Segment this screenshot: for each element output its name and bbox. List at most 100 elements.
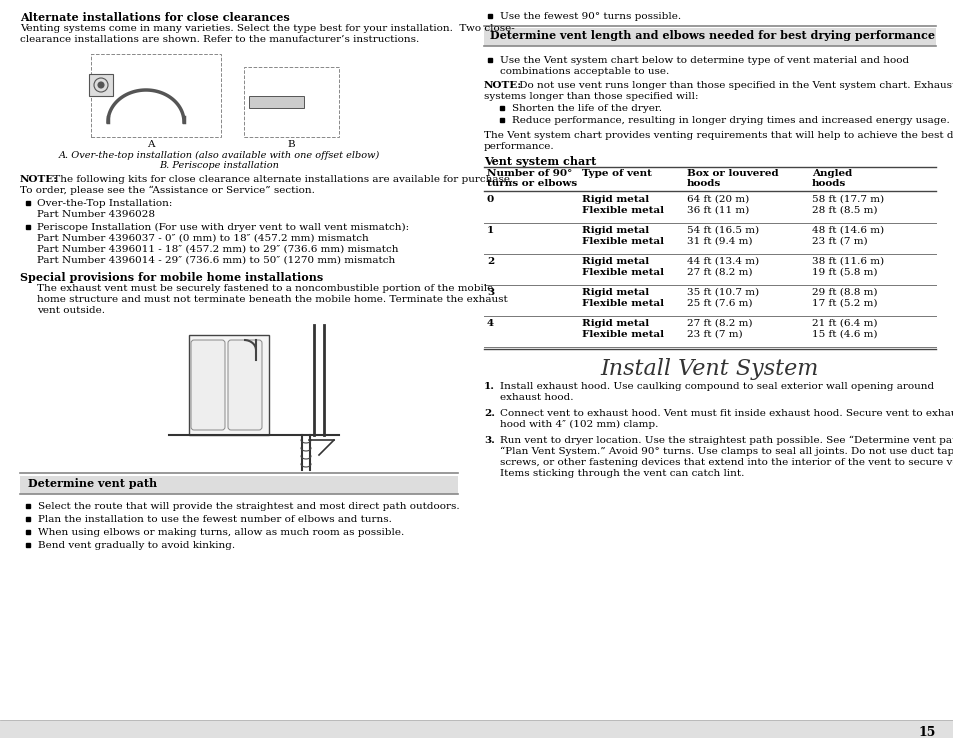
Text: Type of vent: Type of vent (581, 169, 651, 178)
Text: Venting systems come in many varieties. Select the type best for your installati: Venting systems come in many varieties. … (20, 24, 515, 33)
Text: Items sticking through the vent can catch lint.: Items sticking through the vent can catc… (499, 469, 743, 478)
Text: Rigid metal: Rigid metal (581, 195, 648, 204)
Text: Alternate installations for close clearances: Alternate installations for close cleara… (20, 12, 290, 23)
Text: The following kits for close clearance alternate installations are available for: The following kits for close clearance a… (50, 175, 513, 184)
Text: B. Periscope installation: B. Periscope installation (159, 161, 278, 170)
Text: 28 ft (8.5 m): 28 ft (8.5 m) (811, 206, 877, 215)
Text: 27 ft (8.2 m): 27 ft (8.2 m) (686, 319, 752, 328)
Text: 23 ft (7 m): 23 ft (7 m) (811, 237, 866, 246)
Bar (20, 476, 457, 494)
Text: The exhaust vent must be securely fastened to a noncombustible portion of the mo: The exhaust vent must be securely fasten… (37, 284, 493, 293)
Bar (91, 54, 221, 137)
Text: A. Over-the-top installation (also available with one offset elbow): A. Over-the-top installation (also avail… (58, 151, 379, 160)
Text: hood with 4″ (102 mm) clamp.: hood with 4″ (102 mm) clamp. (499, 420, 658, 429)
Text: screws, or other fastening devices that extend into the interior of the vent to : screws, or other fastening devices that … (499, 458, 953, 467)
Text: Special provisions for mobile home installations: Special provisions for mobile home insta… (20, 272, 323, 283)
Text: 29 ft (8.8 m): 29 ft (8.8 m) (811, 288, 877, 297)
Text: Flexible metal: Flexible metal (581, 206, 663, 215)
Text: Flexible metal: Flexible metal (581, 330, 663, 339)
Text: 31 ft (9.4 m): 31 ft (9.4 m) (686, 237, 752, 246)
Text: Determine vent path: Determine vent path (28, 478, 157, 489)
Text: 17 ft (5.2 m): 17 ft (5.2 m) (811, 299, 877, 308)
Text: Number of 90°: Number of 90° (486, 169, 572, 178)
Text: exhaust hood.: exhaust hood. (499, 393, 573, 402)
Text: 27 ft (8.2 m): 27 ft (8.2 m) (686, 268, 752, 277)
Text: 15: 15 (918, 726, 935, 738)
Text: Reduce performance, resulting in longer drying times and increased energy usage.: Reduce performance, resulting in longer … (512, 116, 949, 125)
Text: hoods: hoods (686, 179, 720, 188)
Text: Rigid metal: Rigid metal (581, 319, 648, 328)
Text: 4: 4 (486, 319, 494, 328)
Text: 25 ft (7.6 m): 25 ft (7.6 m) (686, 299, 752, 308)
Text: Part Number 4396028: Part Number 4396028 (37, 210, 154, 219)
Text: Connect vent to exhaust hood. Vent must fit inside exhaust hood. Secure vent to : Connect vent to exhaust hood. Vent must … (499, 409, 953, 418)
Text: Part Number 4396037 - 0″ (0 mm) to 18″ (457.2 mm) mismatch: Part Number 4396037 - 0″ (0 mm) to 18″ (… (37, 234, 369, 243)
Text: 19 ft (5.8 m): 19 ft (5.8 m) (811, 268, 877, 277)
Text: Rigid metal: Rigid metal (581, 288, 648, 297)
Text: hoods: hoods (811, 179, 845, 188)
Text: Plan the installation to use the fewest number of elbows and turns.: Plan the installation to use the fewest … (38, 515, 392, 524)
Text: 48 ft (14.6 m): 48 ft (14.6 m) (811, 226, 883, 235)
Text: Use the Vent system chart below to determine type of vent material and hood: Use the Vent system chart below to deter… (499, 56, 908, 65)
Text: 2.: 2. (483, 409, 495, 418)
Text: 1: 1 (486, 226, 494, 235)
Text: combinations acceptable to use.: combinations acceptable to use. (499, 67, 669, 76)
FancyBboxPatch shape (191, 340, 225, 430)
Bar (0, 720, 953, 738)
Text: 2: 2 (486, 257, 494, 266)
Text: Box or louvered: Box or louvered (686, 169, 778, 178)
Text: Run vent to dryer location. Use the straightest path possible. See “Determine ve: Run vent to dryer location. Use the stra… (499, 436, 953, 445)
Text: Select the route that will provide the straightest and most direct path outdoors: Select the route that will provide the s… (38, 502, 459, 511)
Text: Use the fewest 90° turns possible.: Use the fewest 90° turns possible. (499, 12, 680, 21)
FancyArrow shape (249, 96, 304, 108)
FancyBboxPatch shape (228, 340, 262, 430)
Text: 15 ft (4.6 m): 15 ft (4.6 m) (811, 330, 877, 339)
Text: home structure and must not terminate beneath the mobile home. Terminate the exh: home structure and must not terminate be… (37, 295, 507, 304)
Text: Rigid metal: Rigid metal (581, 226, 648, 235)
Text: performance.: performance. (483, 142, 554, 151)
Text: Flexible metal: Flexible metal (581, 299, 663, 308)
Text: Part Number 4396011 - 18″ (457.2 mm) to 29″ (736.6 mm) mismatch: Part Number 4396011 - 18″ (457.2 mm) to … (37, 245, 398, 254)
Bar (89, 74, 112, 96)
Text: Periscope Installation (For use with dryer vent to wall vent mismatch):: Periscope Installation (For use with dry… (37, 223, 409, 232)
Text: Determine vent length and elbows needed for best drying performance: Determine vent length and elbows needed … (490, 30, 934, 41)
Text: 1.: 1. (483, 382, 495, 391)
Text: “Plan Vent System.” Avoid 90° turns. Use clamps to seal all joints. Do not use d: “Plan Vent System.” Avoid 90° turns. Use… (499, 447, 953, 456)
Bar (483, 28, 935, 46)
Text: Do not use vent runs longer than those specified in the Vent system chart. Exhau: Do not use vent runs longer than those s… (516, 81, 953, 90)
Text: 0: 0 (486, 195, 494, 204)
Text: When using elbows or making turns, allow as much room as possible.: When using elbows or making turns, allow… (38, 528, 404, 537)
Text: Shorten the life of the dryer.: Shorten the life of the dryer. (512, 104, 661, 113)
Text: Part Number 4396014 - 29″ (736.6 mm) to 50″ (1270 mm) mismatch: Part Number 4396014 - 29″ (736.6 mm) to … (37, 256, 395, 265)
Text: 44 ft (13.4 m): 44 ft (13.4 m) (686, 257, 759, 266)
Text: Install exhaust hood. Use caulking compound to seal exterior wall opening around: Install exhaust hood. Use caulking compo… (499, 382, 933, 391)
Text: Vent system chart: Vent system chart (483, 156, 596, 167)
Text: 23 ft (7 m): 23 ft (7 m) (686, 330, 741, 339)
Text: vent outside.: vent outside. (37, 306, 105, 315)
Text: Install Vent System: Install Vent System (600, 358, 819, 380)
Bar (189, 335, 269, 435)
Bar (244, 67, 338, 137)
Text: NOTE:: NOTE: (483, 81, 521, 90)
Circle shape (98, 82, 104, 88)
Text: The Vent system chart provides venting requirements that will help to achieve th: The Vent system chart provides venting r… (483, 131, 953, 140)
Text: 3.: 3. (483, 436, 495, 445)
Text: NOTE:: NOTE: (20, 175, 58, 184)
Text: Flexible metal: Flexible metal (581, 237, 663, 246)
Text: Angled: Angled (811, 169, 851, 178)
Text: clearance installations are shown. Refer to the manufacturer’s instructions.: clearance installations are shown. Refer… (20, 35, 418, 44)
Text: Flexible metal: Flexible metal (581, 268, 663, 277)
Text: turns or elbows: turns or elbows (486, 179, 577, 188)
Text: A: A (147, 140, 154, 149)
Text: Over-the-Top Installation:: Over-the-Top Installation: (37, 199, 172, 208)
Text: 21 ft (6.4 m): 21 ft (6.4 m) (811, 319, 877, 328)
Text: 54 ft (16.5 m): 54 ft (16.5 m) (686, 226, 759, 235)
Text: B: B (288, 140, 295, 149)
Text: To order, please see the “Assistance or Service” section.: To order, please see the “Assistance or … (20, 186, 314, 196)
Text: Rigid metal: Rigid metal (581, 257, 648, 266)
Text: 58 ft (17.7 m): 58 ft (17.7 m) (811, 195, 883, 204)
Text: Bend vent gradually to avoid kinking.: Bend vent gradually to avoid kinking. (38, 541, 234, 550)
Text: 35 ft (10.7 m): 35 ft (10.7 m) (686, 288, 759, 297)
Text: systems longer than those specified will:: systems longer than those specified will… (483, 92, 698, 101)
Text: 64 ft (20 m): 64 ft (20 m) (686, 195, 748, 204)
